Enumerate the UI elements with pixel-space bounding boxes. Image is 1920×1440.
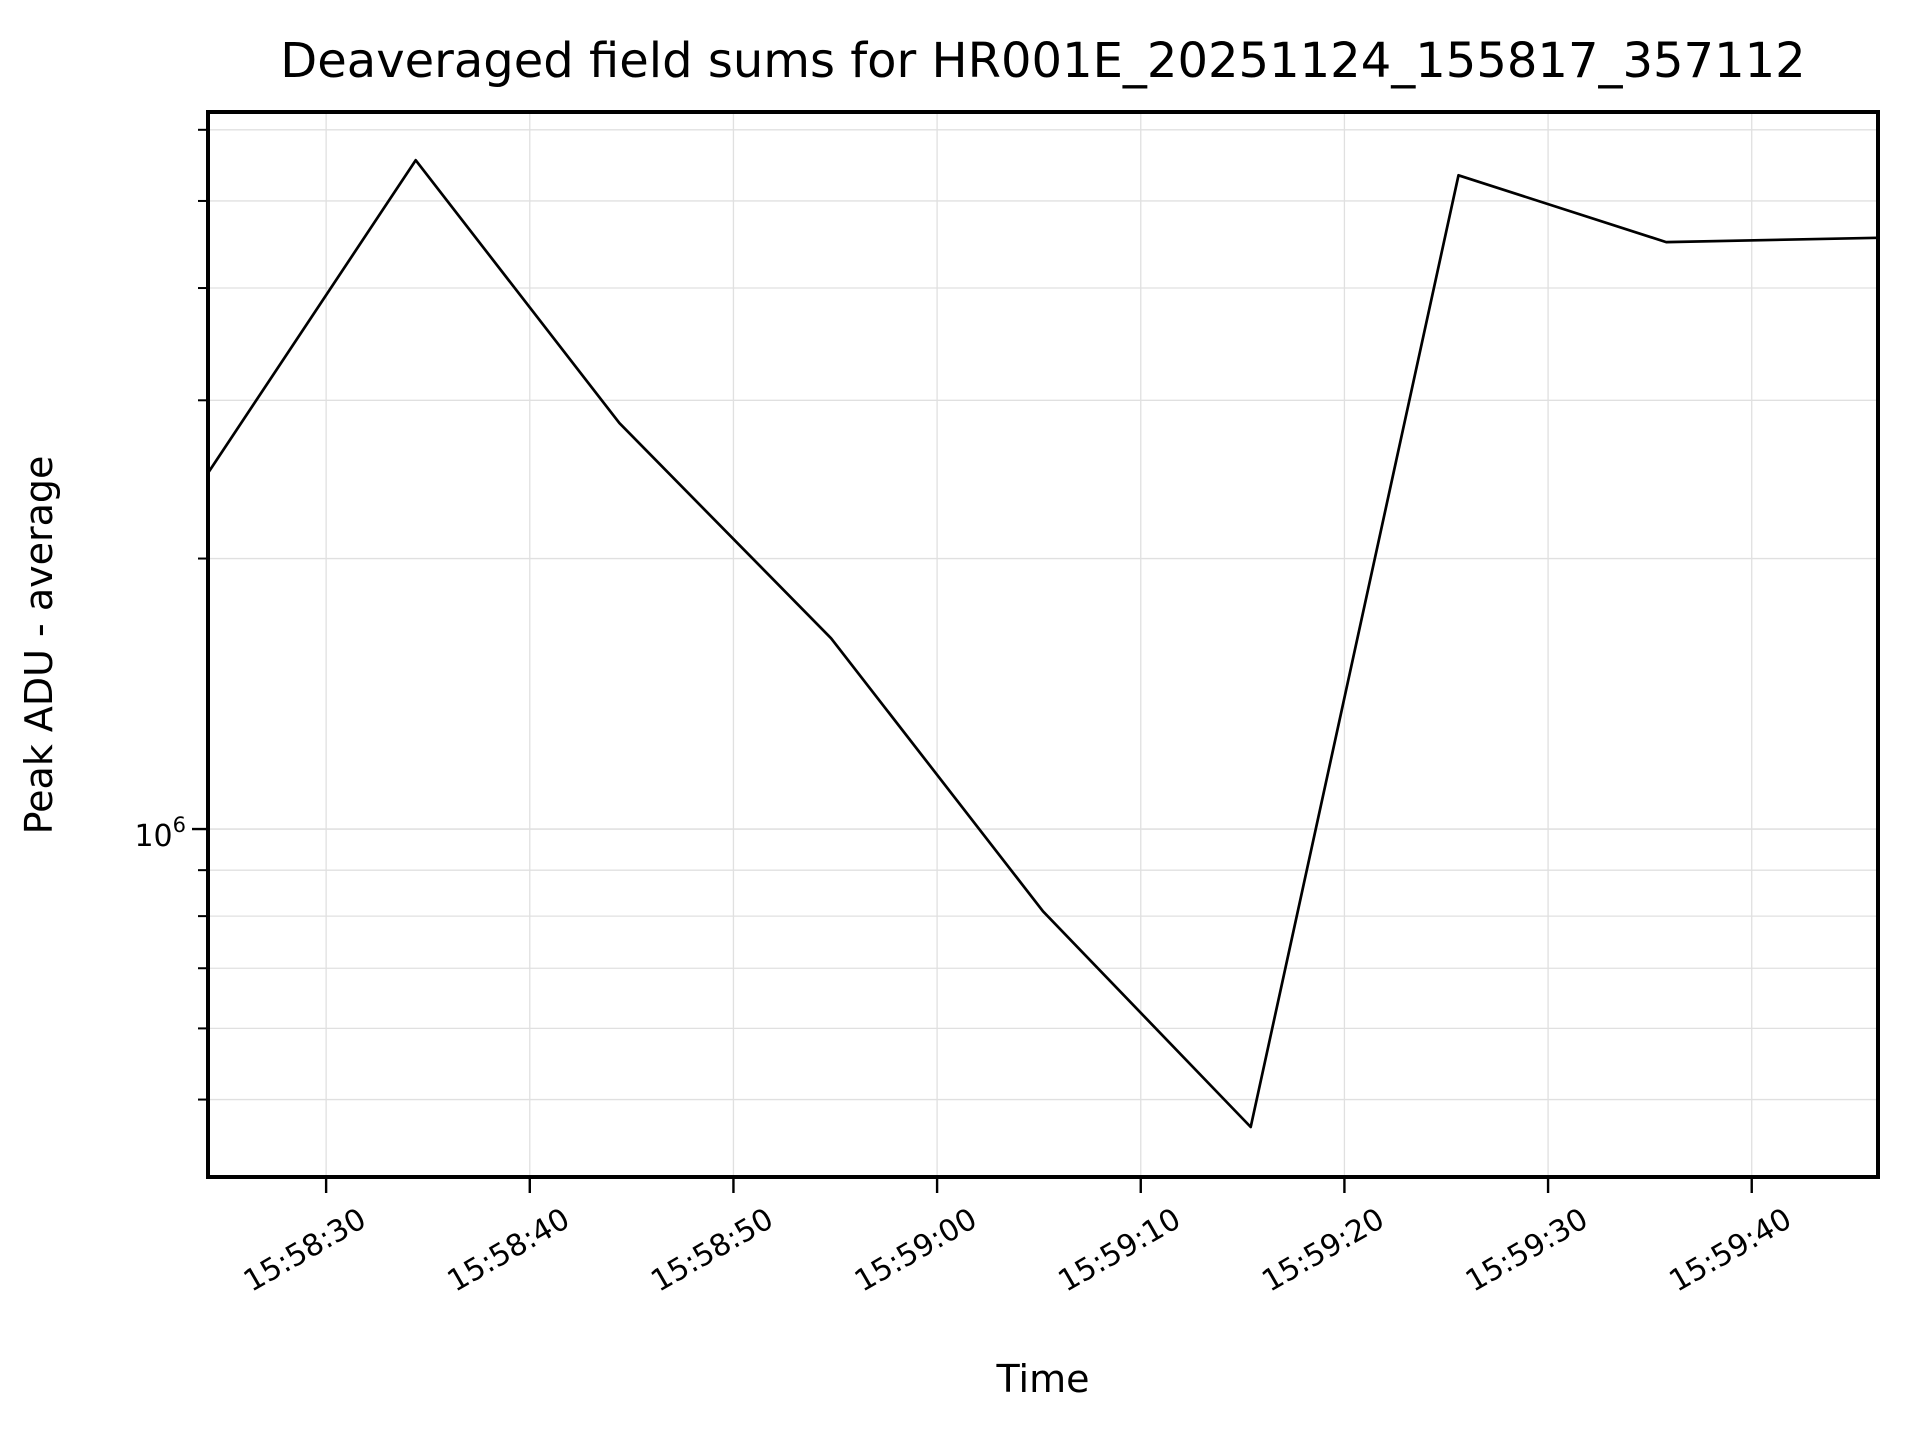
data-line-series: [206, 158, 1879, 1129]
x-tick-label: 15:58:40: [442, 1202, 576, 1300]
x-axis-label: Time: [996, 1357, 1090, 1401]
x-tick-label: 15:59:40: [1664, 1202, 1798, 1300]
axis-ticks: [192, 128, 1753, 1193]
x-tick-label: 15:59:30: [1460, 1202, 1594, 1300]
x-tick-labels: 15:58:30 15:58:40 15:58:50 15:59:00 15:59:10…: [238, 1202, 1798, 1300]
x-tick-label: 15:59:20: [1256, 1202, 1390, 1300]
x-tick-label: 15:59:10: [1053, 1202, 1187, 1300]
x-tick-label: 15:58:30: [238, 1202, 372, 1300]
y-tick-label: 106: [134, 813, 186, 854]
plot-border: [206, 110, 1880, 1179]
x-tick-label: 15:59:00: [849, 1202, 983, 1300]
y-tick-label-base: 10: [134, 819, 172, 854]
y-tick-label-exponent: 6: [173, 813, 186, 837]
chart-title: Deaveraged field sums for HR001E_2025112…: [280, 33, 1805, 89]
x-tick-label: 15:58:50: [645, 1202, 779, 1300]
gridlines: [208, 112, 1878, 1177]
y-axis-label: Peak ADU - average: [17, 456, 61, 835]
